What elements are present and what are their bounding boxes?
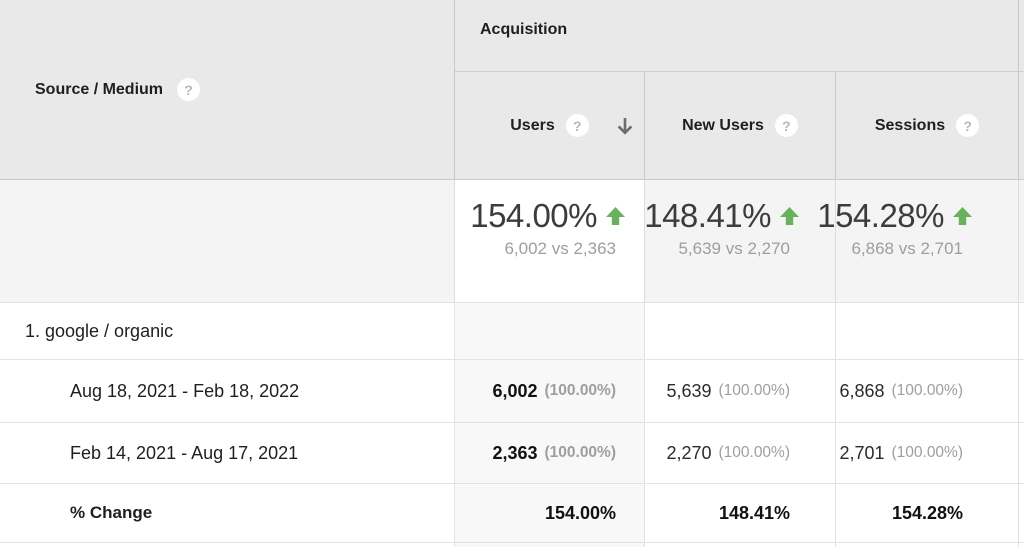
range-b-new-users-cell: 2,270 (100.00%): [645, 423, 836, 484]
summary-next-sliver: [1019, 180, 1024, 303]
date-range-b-label-cell: Feb 14, 2021 - Aug 17, 2021: [0, 423, 455, 484]
range-a-sessions-cell: 6,868 (100.00%): [836, 360, 1019, 423]
sessions-share: (100.00%): [891, 382, 963, 399]
percent-change-label-cell: % Change: [0, 484, 455, 543]
next-group-header-sliver: [1019, 0, 1024, 72]
next-column-header-sliver: [1019, 72, 1024, 180]
source-sessions-cell: [836, 303, 1019, 360]
question-mark-glyph: ?: [782, 117, 791, 134]
users-value: 2,363: [492, 442, 538, 463]
source-new-users-cell: [645, 303, 836, 360]
row-sliver: [1019, 423, 1024, 484]
cutoff-row: [645, 543, 836, 547]
help-icon[interactable]: ?: [565, 114, 589, 137]
users-share: (100.00%): [544, 382, 616, 399]
dimension-header-label[interactable]: Source / Medium: [35, 80, 164, 98]
question-mark-glyph: ?: [963, 117, 972, 134]
percent-change-label: % Change: [70, 503, 153, 522]
range-a-users-cell: 6,002 (100.00%): [455, 360, 645, 423]
group-header-label: Acquisition: [480, 21, 568, 38]
trend-up-icon: [952, 206, 973, 226]
range-b-users-cell: 2,363 (100.00%): [455, 423, 645, 484]
cutoff-row: [1019, 543, 1024, 547]
new-users-change-percent: 148.41%: [644, 197, 771, 234]
sessions-comparison-values: 6,868 vs 2,701: [851, 239, 963, 258]
question-mark-glyph: ?: [184, 81, 193, 98]
summary-sessions-cell: 154.28% 6,868 vs 2,701: [817, 180, 1019, 303]
date-range-b-label: Feb 14, 2021 - Aug 17, 2021: [70, 442, 299, 463]
row-sliver: [1019, 360, 1024, 423]
sessions-header-label[interactable]: Sessions: [874, 116, 946, 134]
percent-change-users-cell: 154.00%: [455, 484, 645, 543]
range-a-new-users-cell: 5,639 (100.00%): [645, 360, 836, 423]
new-users-value: 5,639: [666, 380, 712, 401]
sessions-share: (100.00%): [891, 444, 963, 461]
sessions-value: 2,701: [839, 442, 885, 463]
trend-up-icon: [779, 206, 800, 226]
row-index: 1.: [25, 320, 41, 341]
date-range-a-label: Aug 18, 2021 - Feb 18, 2022: [70, 380, 300, 401]
percent-change-new-users-cell: 148.41%: [645, 484, 836, 543]
new-users-header-label[interactable]: New Users: [682, 116, 764, 134]
users-share: (100.00%): [544, 444, 616, 461]
users-percent-change: 154.00%: [544, 502, 616, 523]
table-row-source: 1. google / organic: [0, 303, 455, 360]
help-icon[interactable]: ?: [956, 114, 980, 137]
users-value: 6,002: [492, 380, 538, 401]
help-icon[interactable]: ?: [774, 114, 798, 137]
trend-up-icon: [605, 206, 626, 226]
dimension-header-cell: Source / Medium ?: [0, 0, 455, 180]
range-b-sessions-cell: 2,701 (100.00%): [836, 423, 1019, 484]
column-header-sessions[interactable]: Sessions ?: [836, 72, 1019, 180]
summary-users-cell: 154.00% 6,002 vs 2,363: [455, 180, 645, 303]
new-users-share: (100.00%): [718, 444, 790, 461]
new-users-value: 2,270: [666, 442, 712, 463]
sessions-percent-change: 154.28%: [891, 502, 963, 523]
acquisition-group-header: Acquisition: [455, 0, 1019, 72]
help-icon[interactable]: ?: [177, 78, 201, 101]
cutoff-row: [0, 543, 455, 547]
new-users-share: (100.00%): [718, 382, 790, 399]
sessions-change-percent: 154.28%: [817, 197, 944, 234]
source-medium-link[interactable]: google / organic: [45, 320, 174, 341]
date-range-a-label-cell: Aug 18, 2021 - Feb 18, 2022: [0, 360, 455, 423]
cutoff-row: [836, 543, 1019, 547]
row-sliver: [1019, 484, 1024, 543]
users-comparison-values: 6,002 vs 2,363: [504, 239, 616, 258]
sort-descending-icon[interactable]: [613, 114, 637, 138]
users-header-label[interactable]: Users: [510, 116, 555, 134]
row-sliver: [1019, 303, 1024, 360]
cutoff-row: [455, 543, 645, 547]
sessions-value: 6,868: [839, 380, 885, 401]
source-users-cell: [455, 303, 645, 360]
summary-new-users-cell: 148.41% 5,639 vs 2,270: [644, 180, 836, 303]
percent-change-sessions-cell: 154.28%: [836, 484, 1019, 543]
question-mark-glyph: ?: [572, 117, 582, 134]
summary-dimension-cell: [0, 180, 455, 303]
column-header-new-users[interactable]: New Users ?: [645, 72, 836, 180]
new-users-percent-change: 148.41%: [718, 502, 790, 523]
users-change-percent: 154.00%: [470, 197, 597, 234]
column-header-users[interactable]: Users ?: [455, 72, 645, 180]
new-users-comparison-values: 5,639 vs 2,270: [678, 239, 790, 258]
